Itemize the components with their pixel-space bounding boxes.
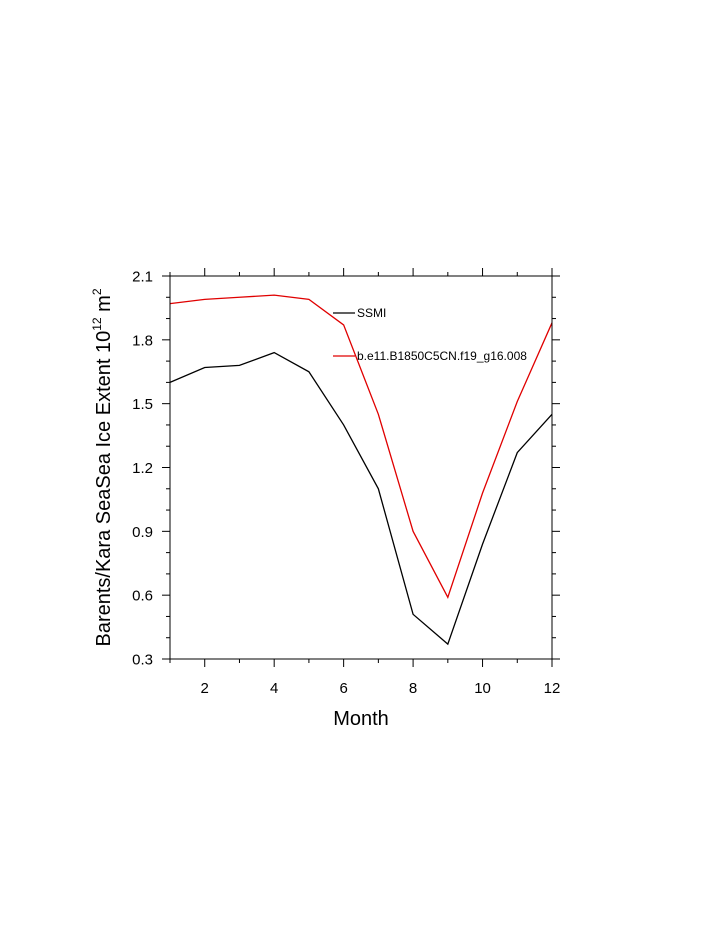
x-tick-label: 4: [270, 680, 278, 697]
plot-border: [169, 275, 553, 660]
y-axis-title-main: Barents/Kara SeaSea Ice Extent 10: [93, 331, 115, 647]
y-axis-ticks: 0.3 0.6 0.9 1.2 1.5 1.8 2.1: [132, 269, 560, 669]
y-tick-label: 1.5: [132, 396, 153, 413]
x-axis-title: Month: [333, 708, 389, 730]
legend-label-ssmi: SSMI: [357, 306, 386, 320]
legend: SSMI b.e11.B1850C5CN.f19_g16.008: [333, 306, 527, 363]
y-tick-label: 0.3: [132, 652, 153, 669]
y-axis-title: Barents/Kara SeaSea Ice Extent 1012 m2: [90, 288, 115, 646]
series-line-1: [169, 294, 553, 599]
x-tick-label: 12: [544, 680, 561, 697]
x-tick-label: 10: [474, 680, 491, 697]
y-axis-title-unit-exponent: 2: [90, 288, 104, 295]
y-tick-label: 2.1: [132, 269, 153, 286]
x-tick-label: 6: [339, 680, 347, 697]
legend-label-model: b.e11.B1850C5CN.f19_g16.008: [357, 349, 527, 363]
x-axis-ticks: 2 4 6 8 10 12: [169, 268, 561, 697]
plot-frame: [169, 275, 553, 660]
x-tick-label: 2: [201, 680, 209, 697]
y-axis-title-exponent: 12: [90, 317, 104, 331]
y-tick-label: 1.8: [132, 332, 153, 349]
series-line-0: [169, 351, 553, 646]
y-axis-title-unit: m: [93, 295, 115, 317]
x-tick-label: 8: [409, 680, 417, 697]
series-lines: [169, 294, 553, 646]
y-tick-label: 0.6: [132, 588, 153, 605]
y-tick-label: 0.9: [132, 524, 153, 541]
y-tick-label: 1.2: [132, 460, 153, 477]
